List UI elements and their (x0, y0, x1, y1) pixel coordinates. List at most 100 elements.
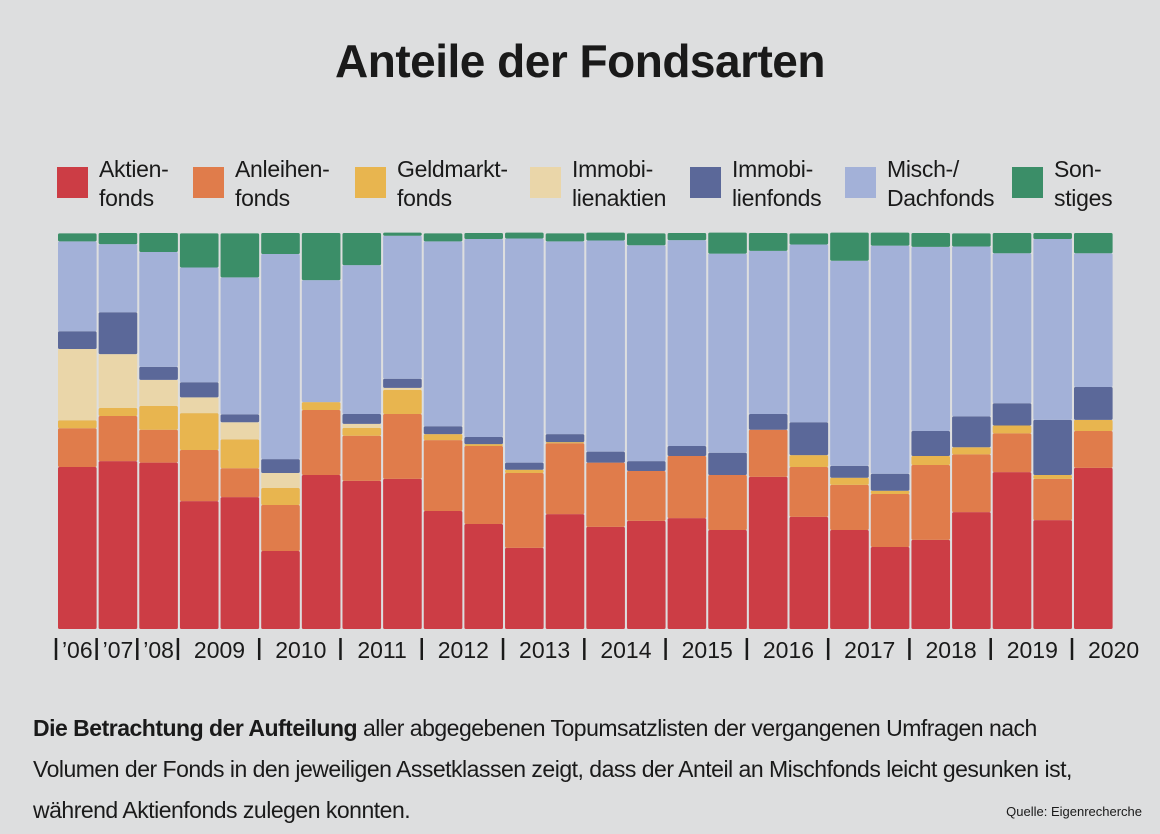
bar-segment (342, 265, 382, 414)
bar-segment (220, 439, 260, 469)
bar-segment (952, 512, 991, 629)
bar-segment (789, 233, 829, 245)
bar-segment (220, 422, 260, 440)
bar-segment (626, 245, 666, 462)
bar-segment (667, 446, 707, 456)
bar-segment (301, 410, 341, 475)
bar-segment (545, 442, 585, 444)
legend-swatch (690, 167, 721, 198)
bar-segment (261, 459, 300, 473)
x-tick-label: ’08 (143, 637, 174, 663)
bar-segment (545, 241, 585, 435)
bar-segment (1074, 387, 1113, 420)
bar-segment (626, 470, 666, 521)
bar-segment (220, 277, 260, 415)
bar-segment (830, 484, 869, 530)
legend-label: Son- stiges (1054, 156, 1113, 211)
bar-segment (667, 240, 707, 447)
legend-label: Immobi- lienaktien (572, 156, 667, 211)
bar-segment (261, 550, 300, 629)
bar-segment (58, 428, 97, 468)
bar-segment (830, 260, 869, 466)
bar-segment (748, 250, 788, 414)
bar-segment (992, 433, 1032, 473)
bar-segment (830, 530, 869, 629)
bar-segment (1074, 253, 1113, 388)
bar-segment (667, 518, 707, 629)
bar-segment (423, 241, 463, 427)
bar-segment (342, 413, 382, 424)
bar-segment (952, 447, 991, 455)
bar-segment (464, 238, 503, 437)
bar-segment (586, 240, 625, 452)
bar-segment (1033, 419, 1072, 475)
bar-segment (708, 232, 747, 254)
bar-segment (98, 244, 138, 313)
bar-segment (748, 233, 788, 251)
bar-segment (952, 246, 991, 417)
x-tick-label: 2015 (682, 637, 733, 663)
bar-segment (98, 233, 138, 245)
bar-segment (220, 414, 260, 423)
bar-segment (505, 238, 544, 463)
bar-segment (139, 462, 178, 629)
x-tick-label: 2018 (925, 637, 976, 663)
x-tick-label: 2012 (438, 637, 489, 663)
chart-title: Anteile der Fondsarten (335, 35, 825, 87)
bar-segment (870, 473, 910, 491)
bar-segment (383, 235, 422, 379)
bar-segment (58, 420, 97, 429)
x-tick-label: 2016 (763, 637, 814, 663)
bar-segment (545, 233, 585, 242)
legend-label: Geldmarkt- fonds (397, 156, 508, 211)
bar-segment (301, 474, 341, 629)
bar-segment (261, 488, 300, 506)
bar-segment (383, 413, 422, 479)
bar-segment (992, 233, 1032, 254)
bar-segment (423, 233, 463, 242)
bar-segment (98, 408, 138, 416)
bar-segment (383, 478, 422, 629)
bar-segment (789, 467, 829, 517)
bar-segment (261, 472, 300, 489)
bar-segment (505, 547, 544, 629)
bar-segment (301, 402, 341, 411)
bar-segment (586, 451, 625, 463)
x-tick-label: 2009 (194, 637, 245, 663)
x-tick-label: 2011 (357, 637, 406, 663)
bar-segment (139, 233, 178, 253)
bar-segment (58, 331, 97, 350)
bar-segment (748, 429, 788, 477)
bar-segment (139, 252, 178, 367)
bar-segment (383, 232, 422, 236)
bar-segment (870, 490, 910, 494)
bar-segment (342, 427, 382, 436)
bar-segment (992, 403, 1032, 426)
bar-segment (261, 253, 300, 460)
bar-segment (139, 406, 178, 430)
bar-segment (383, 378, 422, 388)
bar-segment (139, 379, 178, 407)
bar-segment (179, 397, 219, 414)
bar-segment (830, 465, 869, 478)
bar-segment (830, 477, 869, 485)
bar-segment (1033, 478, 1072, 521)
legend-label: Aktien- fonds (99, 156, 169, 211)
bar-segment (505, 232, 544, 239)
bar-segment (261, 233, 300, 254)
x-tick-label: 2010 (275, 637, 326, 663)
bar-segment (58, 349, 97, 421)
bar-segment (992, 253, 1032, 404)
bar-segment (789, 516, 829, 629)
x-tick-label: ’07 (103, 637, 134, 663)
chart: ’06 ’07 ’08 2009 2010 2011 2012 2013 2014 2015 201… (54, 232, 1139, 663)
bar-segment (179, 501, 219, 629)
bar-segment (342, 233, 382, 266)
legend-label: Immobi- lienfonds (732, 156, 822, 211)
bar-segment (301, 233, 341, 281)
bar-segment (911, 431, 951, 456)
x-tick-label: 2014 (600, 637, 651, 663)
bar-segment (1033, 238, 1072, 420)
bar-segment (626, 461, 666, 471)
bar-segment (545, 443, 585, 515)
